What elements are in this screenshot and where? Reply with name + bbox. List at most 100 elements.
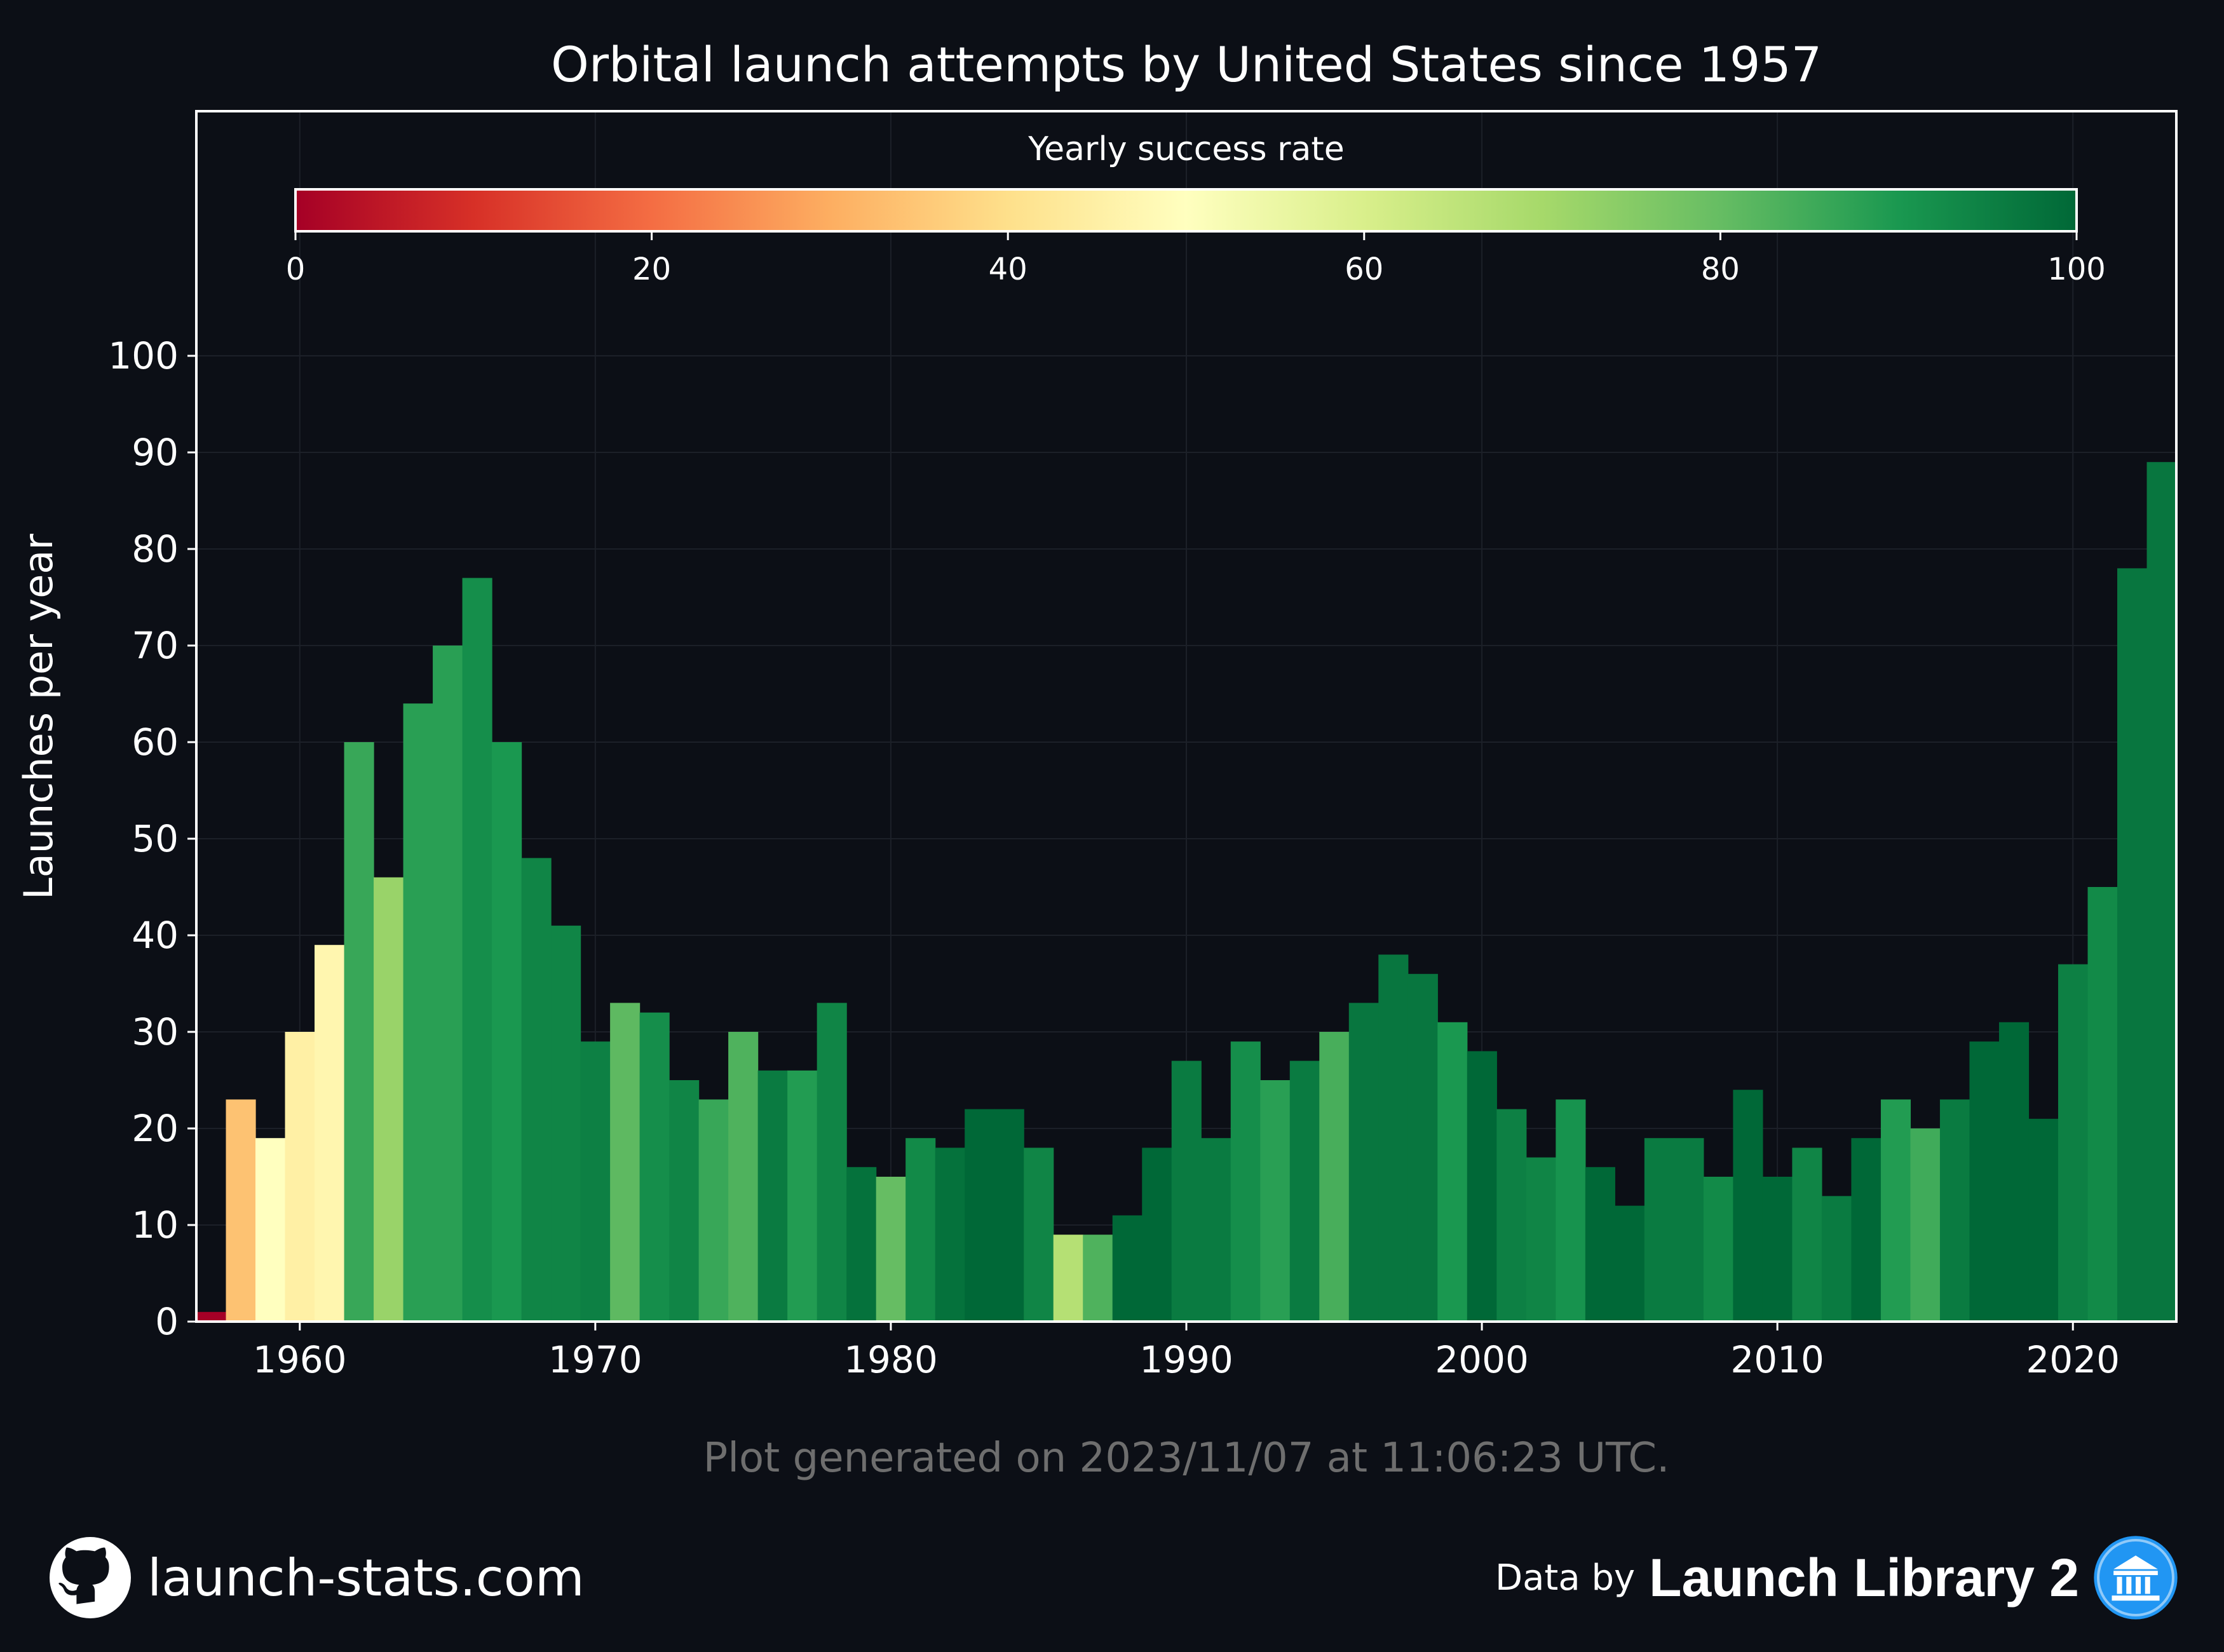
bar-1986	[1053, 1235, 1083, 1322]
x-tick-label: 1980	[844, 1338, 938, 1381]
bar-1980	[876, 1177, 906, 1322]
bar-2021	[2087, 887, 2118, 1322]
y-axis-label: Launches per year	[15, 534, 62, 900]
chart-title: Orbital launch attempts by United States…	[551, 36, 1822, 93]
grid-lines	[196, 111, 2176, 1322]
bar-1989	[1142, 1148, 1172, 1322]
colorbar-ticks: 0 20 40 60 80 100	[286, 231, 2106, 287]
y-tick-label: 50	[132, 817, 179, 860]
bar-1964	[403, 703, 433, 1322]
footer-credit: Data by Launch Library 2	[1495, 1533, 2178, 1622]
bar-1984	[994, 1109, 1024, 1322]
x-tick-label: 1990	[1139, 1338, 1233, 1381]
bar-1961	[315, 945, 345, 1322]
bar-2008	[1703, 1177, 1733, 1322]
x-tick-label: 1960	[253, 1338, 347, 1381]
bar-2022	[2117, 568, 2148, 1322]
site-link[interactable]: launch-stats.com	[147, 1548, 585, 1608]
bar-1999	[1437, 1022, 1468, 1322]
x-tick-label: 2000	[1435, 1338, 1529, 1381]
bar-1981	[905, 1138, 936, 1322]
bar-1982	[935, 1148, 965, 1322]
bar-1974	[698, 1099, 729, 1322]
bar-2009	[1733, 1090, 1763, 1322]
bar-1988	[1112, 1215, 1143, 1322]
y-tick-label: 0	[155, 1300, 179, 1343]
bar-1977	[787, 1070, 818, 1322]
bar-2011	[1792, 1148, 1822, 1322]
x-tick-label: 2020	[2026, 1338, 2120, 1381]
bar-2006	[1644, 1138, 1674, 1322]
bar-2012	[1821, 1196, 1852, 1322]
colorbar-tick-label: 100	[2047, 252, 2106, 287]
bar-2015	[1910, 1128, 1941, 1322]
colorbar-tick-label: 0	[286, 252, 306, 287]
bar-1993	[1260, 1080, 1291, 1322]
x-axis: 1960 1970 1980 1990 2000 2010 2020	[253, 1322, 2120, 1381]
bar-1962	[344, 742, 374, 1322]
y-axis: 0 10 20 30 40 50 60 70 80 90 100	[108, 334, 196, 1343]
bar-1992	[1230, 1041, 1261, 1322]
bar-1967	[492, 742, 522, 1322]
bar-2002	[1526, 1157, 1556, 1322]
y-tick-label: 60	[132, 721, 179, 764]
colorbar-tick-label: 40	[989, 252, 1027, 287]
bar-1987	[1083, 1235, 1113, 1322]
github-icon	[50, 1537, 131, 1618]
bar-1965	[433, 646, 463, 1322]
bar-1976	[757, 1070, 788, 1322]
colorbar	[294, 188, 2078, 233]
bar-1991	[1201, 1138, 1231, 1322]
data-by-label: Data by	[1495, 1557, 1636, 1599]
bar-2019	[2028, 1118, 2059, 1322]
bar-1969	[551, 925, 581, 1322]
bar-1960	[285, 1032, 315, 1322]
bar-1970	[580, 1041, 611, 1322]
bar-2001	[1496, 1109, 1527, 1322]
bar-1966	[462, 578, 492, 1322]
bar-1957	[196, 1311, 227, 1322]
bar-2017	[1969, 1041, 2000, 1322]
bar-2007	[1674, 1138, 1704, 1322]
y-tick-label: 40	[132, 914, 179, 957]
launch-library-label[interactable]: Launch Library 2	[1649, 1547, 2079, 1608]
y-tick-label: 100	[108, 334, 179, 377]
bar-1972	[639, 1012, 670, 1322]
bar-1959	[255, 1138, 286, 1322]
colorbar-tick-label: 80	[1701, 252, 1740, 287]
bar-2014	[1880, 1099, 1911, 1322]
bar-1973	[669, 1080, 700, 1322]
bar-1995	[1319, 1032, 1350, 1322]
bar-1996	[1348, 1003, 1379, 1322]
bar-1963	[374, 877, 404, 1322]
colorbar-tick-label: 60	[1345, 252, 1383, 287]
colorbar-tick-label: 20	[632, 252, 671, 287]
bar-1998	[1407, 973, 1438, 1322]
y-tick-label: 70	[132, 624, 179, 667]
x-tick-label: 2010	[1730, 1338, 1824, 1381]
bar-1983	[965, 1109, 995, 1322]
library-building-icon	[2094, 1536, 2178, 1620]
bar-1971	[610, 1003, 641, 1322]
generated-note: Plot generated on 2023/11/07 at 11:06:23…	[703, 1435, 1670, 1482]
bar-2004	[1585, 1167, 1615, 1322]
bars	[196, 462, 2177, 1322]
x-tick-label: 1970	[548, 1338, 642, 1381]
y-tick-label: 20	[132, 1107, 179, 1150]
bar-1994	[1289, 1060, 1320, 1322]
bar-2003	[1556, 1099, 1586, 1322]
colorbar-label: Yearly success rate	[1027, 130, 1344, 168]
bar-2010	[1762, 1177, 1793, 1322]
y-tick-label: 30	[132, 1010, 179, 1053]
bar-1979	[846, 1167, 877, 1322]
y-tick-label: 80	[132, 527, 179, 571]
bar-2013	[1851, 1138, 1882, 1322]
bar-1968	[521, 858, 552, 1322]
y-tick-label: 90	[132, 431, 179, 474]
bar-2018	[1998, 1022, 2030, 1322]
bar-2023	[2146, 462, 2177, 1322]
bar-1985	[1024, 1148, 1054, 1322]
y-tick-label: 10	[132, 1203, 179, 1247]
footer-site[interactable]: launch-stats.com	[50, 1536, 585, 1619]
